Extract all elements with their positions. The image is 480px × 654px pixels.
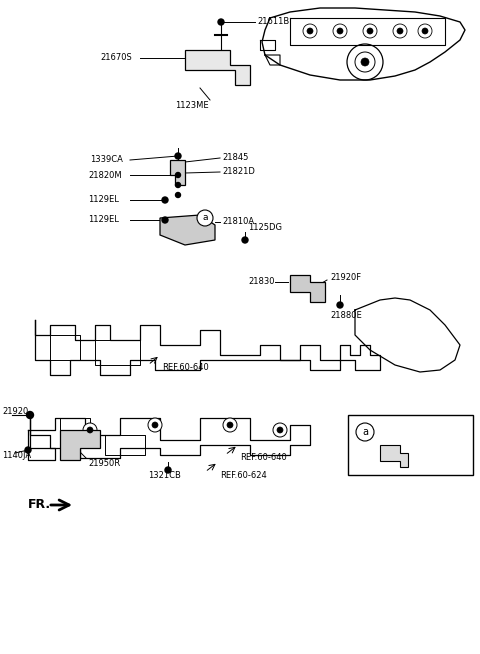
Circle shape xyxy=(227,422,233,428)
Text: 1321CB: 1321CB xyxy=(148,472,181,481)
Circle shape xyxy=(307,28,313,34)
Bar xyxy=(348,415,473,475)
Polygon shape xyxy=(60,430,100,460)
Text: 21880E: 21880E xyxy=(330,311,362,320)
Circle shape xyxy=(361,58,369,66)
Text: 1140JA: 1140JA xyxy=(2,451,31,460)
Circle shape xyxy=(367,28,373,34)
Text: 21920F: 21920F xyxy=(330,273,361,283)
Text: REF.60-624: REF.60-624 xyxy=(220,470,267,479)
Circle shape xyxy=(162,197,168,203)
Circle shape xyxy=(152,422,158,428)
Text: FR.: FR. xyxy=(28,498,51,511)
Text: 21920: 21920 xyxy=(2,407,28,417)
Text: REF.60-640: REF.60-640 xyxy=(240,453,287,462)
Text: a: a xyxy=(362,427,368,437)
Circle shape xyxy=(165,467,171,473)
Circle shape xyxy=(176,182,180,188)
Circle shape xyxy=(83,423,97,437)
Circle shape xyxy=(337,28,343,34)
Circle shape xyxy=(422,28,428,34)
Text: 21611B: 21611B xyxy=(257,18,289,27)
Text: 21670S: 21670S xyxy=(100,54,132,63)
Polygon shape xyxy=(185,50,250,85)
Circle shape xyxy=(176,154,180,158)
Text: 21830: 21830 xyxy=(248,277,275,286)
Circle shape xyxy=(162,217,168,223)
Text: 1123ME: 1123ME xyxy=(175,101,209,109)
Text: 1125DG: 1125DG xyxy=(248,224,282,233)
Circle shape xyxy=(175,153,181,159)
Circle shape xyxy=(176,192,180,198)
Circle shape xyxy=(273,423,287,437)
Text: a: a xyxy=(202,213,208,222)
Circle shape xyxy=(87,427,93,433)
Text: 1129EL: 1129EL xyxy=(88,196,119,205)
Polygon shape xyxy=(160,215,215,245)
Circle shape xyxy=(223,418,237,432)
Polygon shape xyxy=(290,275,325,302)
Text: REF.60-640: REF.60-640 xyxy=(162,364,209,373)
Polygon shape xyxy=(170,160,185,185)
Circle shape xyxy=(26,411,34,419)
Polygon shape xyxy=(380,445,408,467)
Text: 21845: 21845 xyxy=(222,154,248,162)
Circle shape xyxy=(148,418,162,432)
Circle shape xyxy=(356,423,374,441)
Text: 21950R: 21950R xyxy=(88,458,120,468)
Circle shape xyxy=(197,210,213,226)
Text: 21820M: 21820M xyxy=(88,171,121,179)
Circle shape xyxy=(337,302,343,308)
Circle shape xyxy=(242,237,248,243)
Circle shape xyxy=(25,447,31,453)
Text: 1339CA: 1339CA xyxy=(90,156,123,165)
Circle shape xyxy=(397,28,403,34)
Text: 21819B: 21819B xyxy=(378,426,410,434)
Circle shape xyxy=(277,427,283,433)
Text: 21821D: 21821D xyxy=(222,167,255,177)
Circle shape xyxy=(176,173,180,177)
Circle shape xyxy=(218,19,224,25)
Text: 1129EL: 1129EL xyxy=(88,216,119,224)
Text: 21810A: 21810A xyxy=(222,218,254,226)
